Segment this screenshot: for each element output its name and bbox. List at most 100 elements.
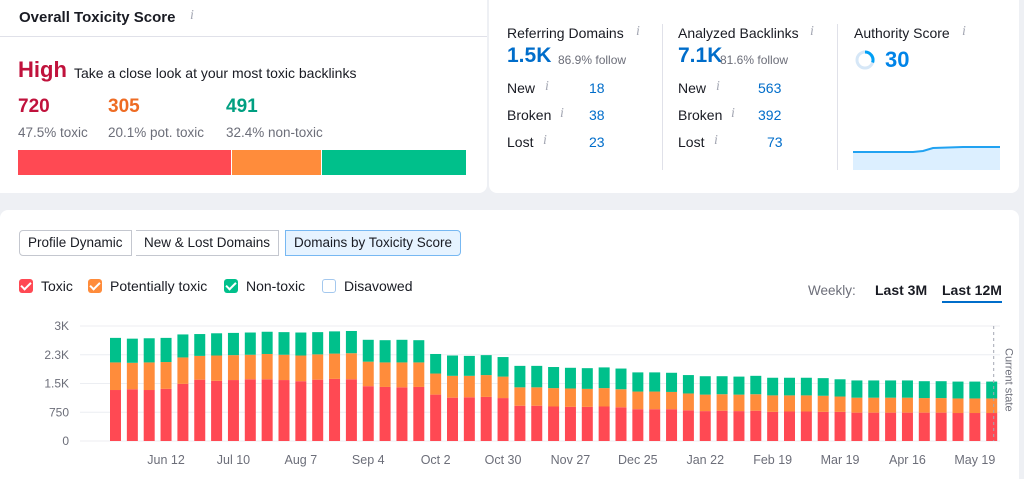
period-last-3m[interactable]: Last 3M <box>875 282 928 298</box>
rd-new-value[interactable]: 18 <box>589 80 605 96</box>
bar-potentially-toxic[interactable] <box>851 397 863 413</box>
bar-toxic[interactable] <box>447 397 458 441</box>
bar-non-toxic[interactable] <box>244 332 256 355</box>
authority-score-value[interactable]: 30 <box>885 47 910 72</box>
bar-non-toxic[interactable] <box>817 378 829 396</box>
bar-toxic[interactable] <box>497 398 509 441</box>
bar-toxic[interactable] <box>480 396 492 441</box>
rd-broken-value[interactable]: 38 <box>589 107 605 123</box>
bar-potentially-toxic[interactable] <box>211 355 223 381</box>
bar-non-toxic[interactable] <box>666 372 678 392</box>
bar-non-toxic[interactable] <box>278 332 290 355</box>
bar-non-toxic[interactable] <box>834 379 846 397</box>
bar-potentially-toxic[interactable] <box>682 393 694 411</box>
toxicity-info-icon[interactable]: i <box>190 8 194 23</box>
bar-non-toxic[interactable] <box>413 340 425 363</box>
bar-potentially-toxic[interactable] <box>227 355 239 381</box>
bar-non-toxic[interactable] <box>177 334 189 358</box>
bar-non-toxic[interactable] <box>143 338 155 363</box>
bar-non-toxic[interactable] <box>699 376 711 395</box>
bar-potentially-toxic[interactable] <box>278 354 290 381</box>
analyzed-backlinks-info-icon[interactable]: i <box>810 24 814 39</box>
bar-non-toxic[interactable] <box>885 380 897 398</box>
bar-non-toxic[interactable] <box>110 337 121 363</box>
referring-domains-value[interactable]: 1.5K <box>507 44 552 67</box>
bar-non-toxic[interactable] <box>952 381 964 399</box>
bar-non-toxic[interactable] <box>901 380 913 398</box>
bar-non-toxic[interactable] <box>362 339 374 362</box>
bar-toxic[interactable] <box>800 411 812 441</box>
bar-toxic[interactable] <box>699 411 711 441</box>
bar-non-toxic[interactable] <box>969 381 981 399</box>
bar-potentially-toxic[interactable] <box>126 362 138 390</box>
bar-non-toxic[interactable] <box>784 377 795 396</box>
bar-non-toxic[interactable] <box>649 372 661 392</box>
non-toxic-checkbox[interactable] <box>224 279 238 293</box>
bar-potentially-toxic[interactable] <box>447 375 458 398</box>
bar-non-toxic[interactable] <box>750 375 762 395</box>
toxic-checkbox[interactable] <box>19 279 33 293</box>
bar-non-toxic[interactable] <box>295 332 307 356</box>
bar-non-toxic[interactable] <box>851 380 863 398</box>
potentially-toxic-checkbox[interactable] <box>88 279 102 293</box>
bar-potentially-toxic[interactable] <box>733 394 745 412</box>
bar-potentially-toxic[interactable] <box>649 391 661 410</box>
bar-potentially-toxic[interactable] <box>969 398 981 414</box>
bar-potentially-toxic[interactable] <box>345 353 357 380</box>
bar-potentially-toxic[interactable] <box>362 361 374 387</box>
bar-potentially-toxic[interactable] <box>986 398 998 414</box>
bar-toxic[interactable] <box>345 379 357 441</box>
bar-toxic[interactable] <box>430 394 442 441</box>
bar-potentially-toxic[interactable] <box>548 388 560 407</box>
bar-toxic[interactable] <box>329 378 341 441</box>
bar-toxic[interactable] <box>413 386 425 441</box>
bar-non-toxic[interactable] <box>935 381 947 399</box>
bar-non-toxic[interactable] <box>733 376 745 395</box>
bar-potentially-toxic[interactable] <box>261 353 273 380</box>
bar-potentially-toxic[interactable] <box>110 362 121 391</box>
bar-potentially-toxic[interactable] <box>784 395 795 412</box>
bar-potentially-toxic[interactable] <box>935 398 947 413</box>
bar-non-toxic[interactable] <box>329 331 341 354</box>
bar-toxic[interactable] <box>177 383 189 441</box>
bar-non-toxic[interactable] <box>345 330 357 354</box>
bar-toxic[interactable] <box>463 397 475 441</box>
rd-broken-info-icon[interactable]: i <box>560 106 564 121</box>
rd-lost-value[interactable]: 23 <box>589 134 605 150</box>
bar-non-toxic[interactable] <box>868 380 880 398</box>
bar-toxic[interactable] <box>211 380 223 441</box>
bar-potentially-toxic[interactable] <box>615 389 627 408</box>
ab-new-value[interactable]: 563 <box>758 80 782 96</box>
bar-potentially-toxic[interactable] <box>244 354 256 380</box>
bar-potentially-toxic[interactable] <box>531 387 543 406</box>
bar-potentially-toxic[interactable] <box>379 362 391 387</box>
period-last-12m[interactable]: Last 12M <box>942 282 1002 303</box>
ab-broken-value[interactable]: 392 <box>758 107 782 123</box>
bar-potentially-toxic[interactable] <box>632 391 644 410</box>
bar-toxic[interactable] <box>126 389 138 441</box>
bar-toxic[interactable] <box>901 412 913 441</box>
ab-lost-info-icon[interactable]: i <box>714 133 718 148</box>
bar-toxic[interactable] <box>312 379 324 441</box>
bar-potentially-toxic[interactable] <box>800 395 812 412</box>
bar-non-toxic[interactable] <box>800 377 812 396</box>
bar-potentially-toxic[interactable] <box>767 395 779 412</box>
authority-score-info-icon[interactable]: i <box>962 24 966 39</box>
bar-potentially-toxic[interactable] <box>901 397 913 413</box>
bar-non-toxic[interactable] <box>194 334 206 356</box>
bar-toxic[interactable] <box>244 379 256 441</box>
bar-potentially-toxic[interactable] <box>177 357 189 384</box>
bar-non-toxic[interactable] <box>160 337 172 363</box>
bar-toxic[interactable] <box>682 410 694 441</box>
bar-potentially-toxic[interactable] <box>564 388 576 407</box>
bar-potentially-toxic[interactable] <box>295 355 307 382</box>
bar-potentially-toxic[interactable] <box>885 397 897 413</box>
bar-non-toxic[interactable] <box>463 355 475 376</box>
tab-new-lost-domains[interactable]: New & Lost Domains <box>136 230 280 256</box>
bar-potentially-toxic[interactable] <box>160 362 172 389</box>
bar-toxic[interactable] <box>885 412 897 441</box>
bar-non-toxic[interactable] <box>632 372 644 392</box>
non-toxic-count[interactable]: 491 <box>226 96 258 117</box>
bar-toxic[interactable] <box>581 406 593 441</box>
bar-non-toxic[interactable] <box>126 338 138 363</box>
